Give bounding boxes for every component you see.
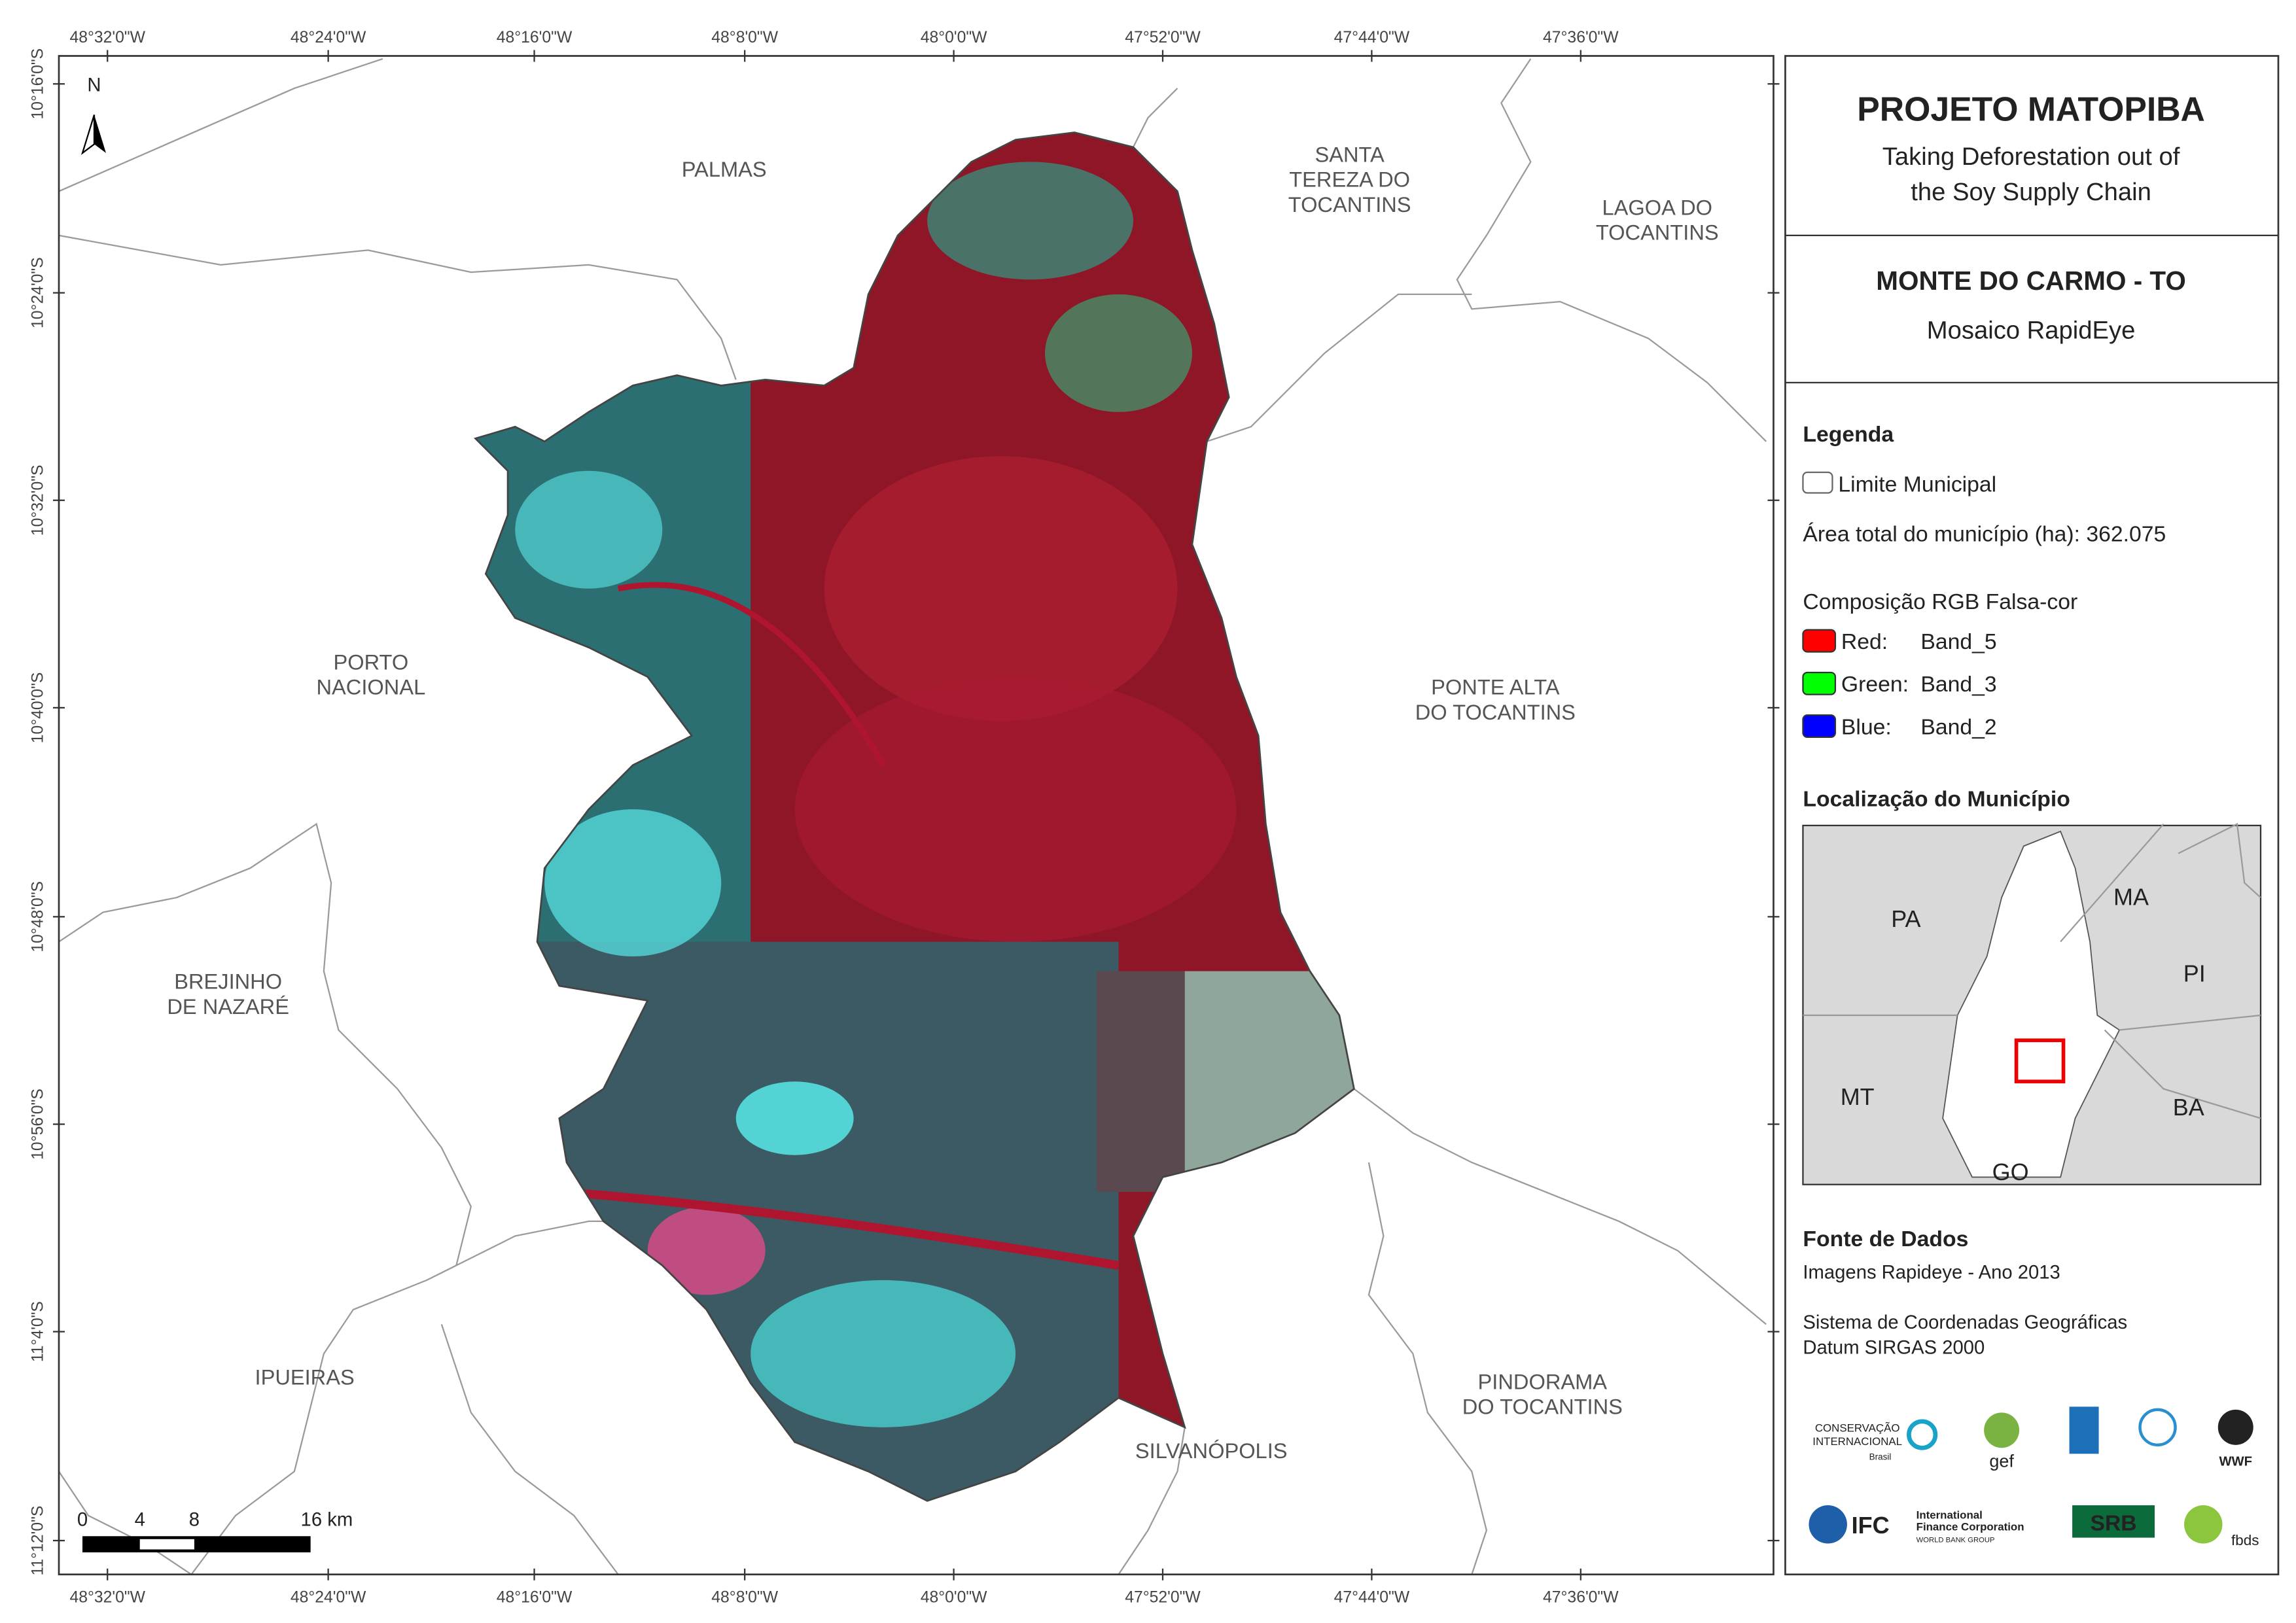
lon-label: 47°36'0"W — [1543, 1589, 1619, 1607]
logo-text: Brasil — [1869, 1452, 1892, 1461]
lon-label: 48°8'0"W — [711, 29, 778, 46]
rgb-title: Composição RGB Falsa-cor — [1803, 589, 2077, 614]
band-swatch — [1802, 714, 1837, 739]
lon-label: 47°36'0"W — [1543, 29, 1619, 46]
logo-text: SRB — [2090, 1510, 2136, 1535]
location-title: Localização do Município — [1803, 787, 2070, 812]
lon-label: 48°24'0"W — [291, 29, 366, 46]
crs: Datum SIRGAS 2000 — [1803, 1337, 1985, 1358]
place-label: NACIONAL — [316, 675, 425, 699]
boundaries — [59, 58, 1767, 1575]
place-label: LAGOA DO — [1602, 195, 1712, 219]
lon-label: 47°44'0"W — [1334, 29, 1410, 46]
lon-label: 48°32'0"W — [69, 29, 145, 46]
source: Imagens Rapideye - Ano 2013 — [1803, 1263, 2060, 1283]
legend-boundary: Limite Municipal — [1838, 472, 1996, 497]
lon-label: 48°0'0"W — [921, 1589, 987, 1607]
state-label: PI — [2183, 960, 2206, 986]
lon-label: 48°0'0"W — [921, 29, 987, 46]
band-name: Band_5 — [1920, 629, 1996, 654]
lat-label: 10°56'0"S — [29, 1089, 46, 1160]
lon-label: 48°8'0"W — [711, 1589, 778, 1607]
place-label: IPUEIRAS — [255, 1365, 355, 1389]
lon-label: 47°52'0"W — [1125, 1589, 1201, 1607]
state-label: PA — [1891, 905, 1920, 932]
place-label: PINDORAMA — [1478, 1369, 1608, 1393]
logo-text: IFC — [1852, 1512, 1890, 1539]
locator-map: PA MA PI MT BA GO — [1802, 822, 2262, 1185]
scale-label: 4 — [135, 1510, 145, 1531]
logo-text: gef — [1989, 1452, 2014, 1471]
state-label: MT — [1841, 1083, 1875, 1110]
legend-area: Área total do município (ha): 362.075 — [1803, 522, 2166, 547]
scale-label: 0 — [77, 1510, 88, 1531]
place-label: TOCANTINS — [1288, 192, 1411, 217]
product: Mosaico RapidEye — [1927, 316, 2136, 344]
place-label: DO TOCANTINS — [1415, 700, 1576, 724]
title: PROJETO MATOPIBA — [1857, 90, 2205, 128]
band-name: Band_2 — [1920, 714, 1996, 739]
band-swatch — [1802, 671, 1837, 695]
north-arrow: N — [80, 75, 106, 155]
subtitle: the Soy Supply Chain — [1911, 178, 2151, 206]
place-label: DE NAZARÉ — [167, 994, 289, 1019]
place-label: PONTE ALTA — [1431, 675, 1560, 699]
lon-label: 48°16'0"W — [497, 1589, 573, 1607]
band-channel: Blue: — [1841, 714, 1892, 739]
state-label: MA — [2113, 883, 2149, 910]
lat-label: 11°4'0"S — [29, 1301, 46, 1362]
lon-label: 48°32'0"W — [69, 1589, 145, 1607]
legend-title: Legenda — [1803, 422, 1894, 447]
state-label: GO — [1992, 1159, 2029, 1185]
lat-label: 10°16'0"S — [29, 48, 46, 120]
lon-label: 47°52'0"W — [1125, 29, 1201, 46]
band-channel: Green: — [1841, 672, 1909, 697]
place-label: BREJINHO — [174, 969, 282, 994]
logo-text: WWF — [2219, 1454, 2252, 1469]
scale-bar: 0 4 8 16 km — [77, 1510, 353, 1553]
lat-label: 10°40'0"S — [29, 672, 46, 744]
place-label: PORTO — [333, 650, 408, 674]
scale-label: 16 km — [301, 1510, 353, 1531]
band-swatch — [1802, 629, 1837, 653]
logo-text: International — [1916, 1509, 1983, 1521]
band-name: Band_3 — [1920, 672, 1996, 697]
logo-text: WORLD BANK GROUP — [1916, 1536, 1995, 1544]
crs: Sistema de Coordenadas Geográficas — [1803, 1312, 2127, 1333]
side-panel: PROJETO MATOPIBA Taking Deforestation ou… — [1784, 55, 2280, 1576]
logo-text: INTERNACIONAL — [1812, 1435, 1902, 1448]
north-label: N — [87, 75, 101, 96]
lat-label: 10°24'0"S — [29, 257, 46, 328]
logo-text: CONSERVAÇÃO — [1815, 1422, 1900, 1435]
lon-label: 48°24'0"W — [291, 1589, 366, 1607]
lat-label: 11°12'0"S — [29, 1506, 46, 1576]
logo-text: fbds — [2231, 1532, 2259, 1548]
map-frame — [58, 55, 1775, 1576]
band-channel: Red: — [1841, 629, 1888, 654]
municipality: MONTE DO CARMO - TO — [1876, 266, 2186, 296]
lat-label: 10°32'0"S — [29, 464, 46, 536]
logos: CONSERVAÇÃO INTERNACIONAL Brasil gef WWF… — [1809, 1406, 2259, 1548]
subtitle: Taking Deforestation out of — [1882, 143, 2180, 171]
lon-label: 47°44'0"W — [1334, 1589, 1410, 1607]
place-label: SILVANÓPOLIS — [1135, 1439, 1288, 1463]
lat-label: 10°48'0"S — [29, 881, 46, 952]
scale-label: 8 — [189, 1510, 200, 1531]
place-label: SANTA — [1315, 142, 1385, 166]
lon-label: 48°16'0"W — [497, 29, 573, 46]
place-label: TEREZA DO — [1289, 167, 1410, 192]
state-label: BA — [2173, 1094, 2204, 1121]
place-label: TOCANTINS — [1596, 220, 1719, 245]
logo-text: Finance Corporation — [1916, 1520, 2024, 1533]
place-label: PALMAS — [682, 157, 767, 181]
source-title: Fonte de Dados — [1803, 1227, 1968, 1251]
graticule: 48°32'0"W 48°32'0"W 48°24'0"W 48°24'0"W 48°1… — [29, 29, 1780, 1607]
place-label: DO TOCANTINS — [1462, 1395, 1623, 1419]
